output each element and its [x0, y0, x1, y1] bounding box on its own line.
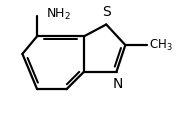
Text: CH$_3$: CH$_3$: [149, 38, 173, 53]
Text: S: S: [102, 5, 111, 19]
Text: N: N: [113, 77, 123, 91]
Text: NH$_2$: NH$_2$: [46, 7, 71, 22]
